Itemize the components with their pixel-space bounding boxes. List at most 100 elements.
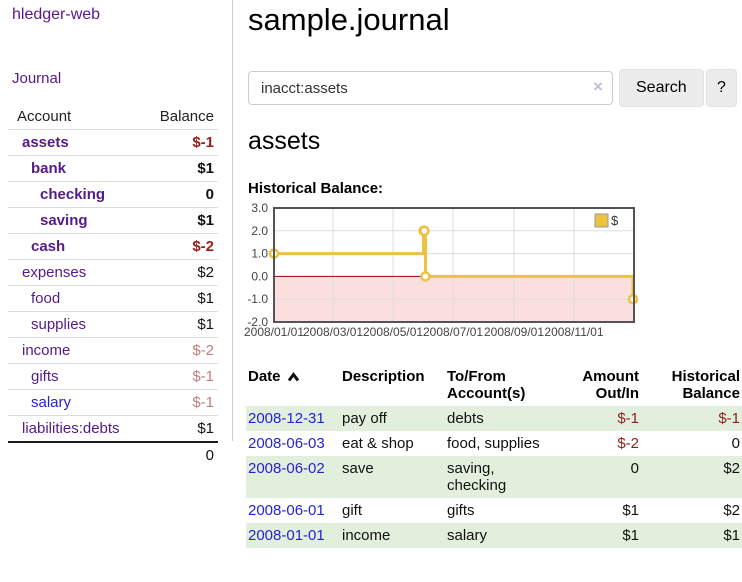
transaction-description: eat & shop: [342, 435, 414, 452]
account-heading: assets: [248, 127, 321, 155]
transaction-accounts: debts: [447, 410, 484, 427]
data-point: [420, 271, 431, 282]
account-link[interactable]: supplies: [31, 316, 87, 333]
account-link[interactable]: saving: [40, 212, 88, 229]
transaction-amount: $1: [622, 527, 639, 544]
register-table: Date Description To/From Account(s) Amou…: [246, 364, 742, 548]
y-tick-label: -1.0: [247, 292, 268, 306]
transaction-balance: $2: [723, 502, 740, 519]
transaction-date-link[interactable]: 2008-06-01: [248, 502, 325, 519]
account-balance: $-1: [192, 394, 214, 411]
transaction-date-link[interactable]: 2008-01-01: [248, 527, 325, 544]
y-tick-label: 3.0: [251, 202, 268, 215]
account-balance: $1: [197, 160, 214, 177]
account-balance: $-2: [192, 238, 214, 255]
account-row: bank $1: [8, 155, 218, 181]
account-balance: $1: [197, 212, 214, 229]
account-balance: $1: [197, 316, 214, 333]
sort-asc-icon: [287, 372, 299, 382]
x-tick-label: 2008/09/01: [484, 325, 544, 339]
y-tick-label: -2.0: [247, 315, 268, 329]
transaction-date-link[interactable]: 2008-12-31: [248, 410, 325, 427]
account-link[interactable]: liabilities:debts: [22, 420, 120, 437]
account-row: food $1: [8, 285, 218, 311]
page-title: sample.journal: [248, 2, 450, 37]
account-row: gifts $-1: [8, 363, 218, 389]
register-table-body: 2008-12-31 pay off debts $-1 $-1 2008-06-03 ea…: [246, 406, 742, 548]
transaction-description: gift: [342, 502, 363, 519]
transaction-accounts: salary: [447, 527, 488, 544]
account-row: cash $-2: [8, 233, 218, 259]
x-tick-label: 2008/05/01: [363, 325, 423, 339]
balance-chart: 3.0 2.0 1.0 0.0 -1.0 -2.02008/01/012008/03/01…: [244, 202, 639, 339]
transaction-amount: 0: [630, 460, 639, 477]
app-title-link[interactable]: hledger-web: [12, 6, 101, 23]
x-tick-label: 2008/11/01: [544, 325, 603, 339]
account-row: income $-2: [8, 337, 218, 363]
search-button[interactable]: Search: [619, 69, 704, 107]
legend-swatch: [594, 213, 609, 228]
transaction-accounts: gifts: [447, 502, 475, 519]
x-tick-label: 2008/07/01: [423, 325, 483, 339]
transaction-amount: $1: [622, 502, 639, 519]
x-tick-label: 2008/01/01: [244, 325, 304, 339]
amount-column-header: Amount Out/In: [582, 368, 639, 402]
transaction-accounts: saving, checking: [447, 460, 507, 494]
account-balance: $1: [197, 290, 214, 307]
transaction-amount: $-2: [617, 435, 639, 452]
account-row: assets $-1: [8, 129, 218, 155]
chart-title: Historical Balance:: [248, 180, 384, 197]
account-link[interactable]: food: [31, 290, 61, 307]
accounts-table-body: assets $-1 bank $1 checking 0 saving $1 cash $-2 e…: [8, 129, 218, 441]
transaction-balance: $2: [723, 460, 740, 477]
balance-column-header: Balance: [159, 108, 214, 125]
register-row: 2008-01-01 income salary $1 $1: [246, 523, 742, 548]
y-tick-label: 1.0: [251, 247, 268, 261]
transaction-balance: $-1: [718, 410, 740, 427]
account-row: saving $1: [8, 207, 218, 233]
account-link[interactable]: expenses: [22, 264, 87, 281]
transaction-description: income: [342, 527, 391, 544]
transaction-date-link[interactable]: 2008-06-02: [248, 460, 325, 477]
journal-link[interactable]: Journal: [12, 70, 62, 87]
register-row: 2008-12-31 pay off debts $-1 $-1: [246, 406, 742, 431]
accounts-table-header: Account Balance: [8, 104, 218, 129]
data-point: [419, 225, 430, 237]
search-input[interactable]: [248, 71, 613, 105]
transaction-date-link[interactable]: 2008-06-03: [248, 435, 325, 452]
account-link[interactable]: income: [22, 342, 71, 359]
register-row: 2008-06-01 gift gifts $1 $2: [246, 498, 742, 523]
date-column-header[interactable]: Date: [246, 364, 342, 406]
account-balance: $-2: [192, 342, 214, 359]
transaction-description: pay off: [342, 410, 387, 427]
account-row: supplies $1: [8, 311, 218, 337]
total-balance: 0: [205, 447, 214, 464]
account-link[interactable]: assets: [22, 134, 69, 151]
account-link[interactable]: cash: [31, 238, 66, 255]
description-column-header: Description: [342, 368, 425, 385]
y-tick-label: 2.0: [251, 224, 268, 238]
account-balance: $-1: [192, 134, 214, 151]
register-row: 2008-06-02 save saving, checking 0 $2: [246, 456, 742, 498]
account-link[interactable]: checking: [40, 186, 106, 203]
account-row: liabilities:debts $1: [8, 415, 218, 441]
transaction-amount: $-1: [617, 410, 639, 427]
accounts-column-header: To/From Account(s): [447, 368, 526, 402]
transaction-balance: $1: [723, 527, 740, 544]
account-link[interactable]: gifts: [31, 368, 59, 385]
account-row: expenses $2: [8, 259, 218, 285]
account-balance: $1: [197, 420, 214, 437]
sidebar-divider: [232, 0, 233, 441]
account-row: salary $-1: [8, 389, 218, 415]
y-tick-label: 0.0: [251, 269, 268, 283]
transaction-balance: 0: [731, 435, 740, 452]
account-column-header: Account: [17, 108, 72, 125]
plot-border: [273, 207, 635, 323]
balance-column-header: Historical Balance: [671, 368, 740, 402]
account-row: checking 0: [8, 181, 218, 207]
clear-search-icon[interactable]: ×: [593, 77, 603, 96]
account-link[interactable]: bank: [31, 160, 67, 177]
help-button[interactable]: ?: [706, 69, 737, 107]
account-link[interactable]: salary: [31, 394, 72, 411]
register-header-row: Date Description To/From Account(s) Amou…: [246, 364, 742, 406]
